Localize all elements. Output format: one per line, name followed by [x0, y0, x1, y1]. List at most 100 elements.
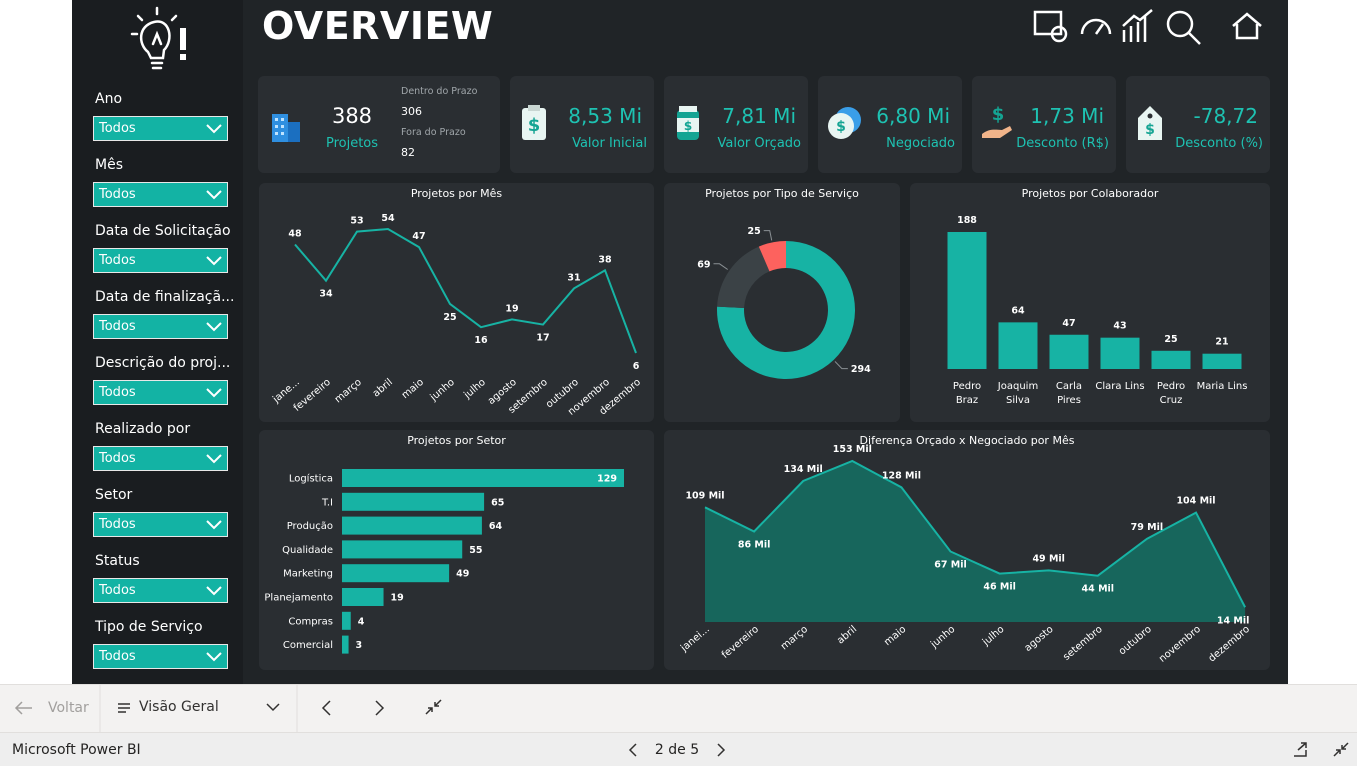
data-label: 17	[536, 333, 549, 344]
bar	[1151, 350, 1191, 369]
toolbar	[0, 684, 1357, 732]
svg-text:$: $	[1145, 122, 1155, 138]
bar	[342, 516, 482, 535]
bar	[342, 492, 485, 511]
filter-label: Tipo de Serviço	[95, 619, 203, 635]
kpi-sub-label: Fora do Prazo	[401, 127, 466, 138]
line	[294, 227, 637, 354]
leader-line	[834, 361, 848, 370]
bar	[342, 469, 624, 487]
x-tick-label: Joaquim Silva	[997, 381, 1039, 406]
filter-label: Data de Solicitação	[95, 223, 231, 239]
bar	[998, 322, 1038, 369]
chart-panel: 109 Mil janei... 86 Mil fevereiro 134 Mil mar…	[664, 430, 1270, 670]
data-label: 43	[1113, 321, 1126, 332]
x-tick-label: março	[779, 624, 810, 653]
data-label: 4	[358, 616, 365, 627]
data-label: 129	[597, 474, 617, 485]
data-label: 44 Mil	[1082, 584, 1115, 595]
bar	[947, 232, 987, 369]
page-menu[interactable]: Visão Geral	[139, 699, 219, 715]
share[interactable]	[1294, 742, 1307, 757]
trend-icon[interactable]	[1122, 9, 1153, 42]
chevron	[206, 256, 222, 266]
chart-title: Diferença Orçado x Negociado por Mês	[859, 434, 1075, 447]
filter-dropdown[interactable]: Todos	[93, 512, 228, 537]
leader-line	[763, 230, 773, 241]
gauge-icon[interactable]	[1080, 18, 1112, 35]
data-label: 49 Mil	[1032, 553, 1065, 564]
home-icon[interactable]	[1232, 12, 1262, 40]
y-tick-label: Logística	[289, 473, 333, 485]
data-label: 134 Mil	[784, 464, 823, 475]
header-icons	[1033, 9, 1262, 45]
filter-dropdown[interactable]: Todos	[93, 578, 228, 603]
x-tick-label: outubro	[1117, 624, 1154, 658]
fullscreen[interactable]	[1333, 742, 1349, 757]
kpi-value: 7,81 Mi	[722, 104, 796, 128]
toolbar-icons	[14, 684, 1349, 757]
previous-page[interactable]	[321, 700, 331, 716]
status-previous[interactable]	[628, 743, 637, 757]
data-label: 19	[391, 593, 404, 604]
data-label: 21	[1215, 337, 1228, 348]
status-next[interactable]	[717, 743, 726, 757]
x-tick-label: setembro	[1061, 624, 1104, 663]
y-tick-label: Marketing	[283, 569, 333, 580]
status-bar	[0, 732, 1357, 766]
x-tick-label: abril	[371, 377, 395, 400]
bar	[342, 588, 384, 606]
chart-title: Projetos por Tipo de Serviço	[705, 187, 859, 200]
back-button[interactable]: Voltar	[48, 700, 89, 716]
filter-dropdown[interactable]: Todos	[93, 380, 228, 405]
svg-text:$: $	[684, 119, 692, 133]
svg-text:$: $	[836, 119, 846, 135]
filter-dropdown[interactable]: Todos	[93, 248, 228, 273]
x-tick-label: Clara Lins	[1095, 381, 1145, 392]
data-label: 38	[598, 254, 612, 265]
filter-value: Todos	[99, 583, 136, 598]
data-label: 64	[1011, 305, 1025, 316]
filter-dropdown[interactable]: Todos	[93, 314, 228, 339]
collapse[interactable]	[425, 699, 442, 715]
kpi-icon: $	[522, 105, 546, 140]
page-menu-chevron[interactable]	[266, 703, 280, 712]
chart-panel: 294 69 25 Projetos por Tipo de Serviço	[664, 183, 900, 422]
filter-dropdown[interactable]: Todos	[93, 644, 228, 669]
x-tick-label: maio	[400, 377, 426, 401]
data-label: 55	[469, 545, 482, 556]
data-label: 69	[697, 259, 710, 270]
filter-dropdown[interactable]: Todos	[93, 446, 228, 471]
filter-label: Ano	[95, 91, 123, 107]
kpi-label: Desconto (R$)	[1016, 136, 1109, 151]
data-label: 48	[288, 229, 302, 240]
x-tick-label: novembro	[1157, 624, 1203, 665]
search-icon[interactable]	[1166, 10, 1194, 38]
kpi-card: $ -78,72 Desconto (%)	[1126, 76, 1270, 173]
donut-segment	[717, 241, 855, 379]
bar	[342, 611, 351, 630]
logo	[130, 6, 186, 70]
data-label: 3	[356, 640, 363, 651]
x-tick-label: fevereiro	[720, 624, 761, 661]
chart-title: Projetos por Setor	[407, 434, 506, 447]
next-page[interactable]	[375, 700, 385, 716]
filter-value: Todos	[99, 517, 136, 532]
kpi-label: Projetos	[325, 136, 379, 151]
data-label: 49	[456, 569, 469, 580]
kpi-value: 6,80 Mi	[876, 104, 950, 128]
data-label: 67 Mil	[934, 559, 967, 570]
chevron	[206, 454, 222, 464]
kpi-value: 388	[331, 104, 373, 128]
y-tick-label: Comercial	[283, 640, 333, 651]
chart: 48jane...34fevereiro53março54abril47maio…	[270, 213, 643, 418]
bar	[342, 540, 463, 559]
kpi-value: -78,72	[1193, 104, 1258, 128]
filter-dropdown[interactable]: Todos	[93, 182, 228, 207]
area	[705, 461, 1246, 622]
bar	[1202, 353, 1242, 369]
filter-dropdown[interactable]: Todos	[93, 116, 228, 141]
data-label: 64	[489, 521, 503, 532]
report-icon[interactable]	[1033, 10, 1063, 36]
